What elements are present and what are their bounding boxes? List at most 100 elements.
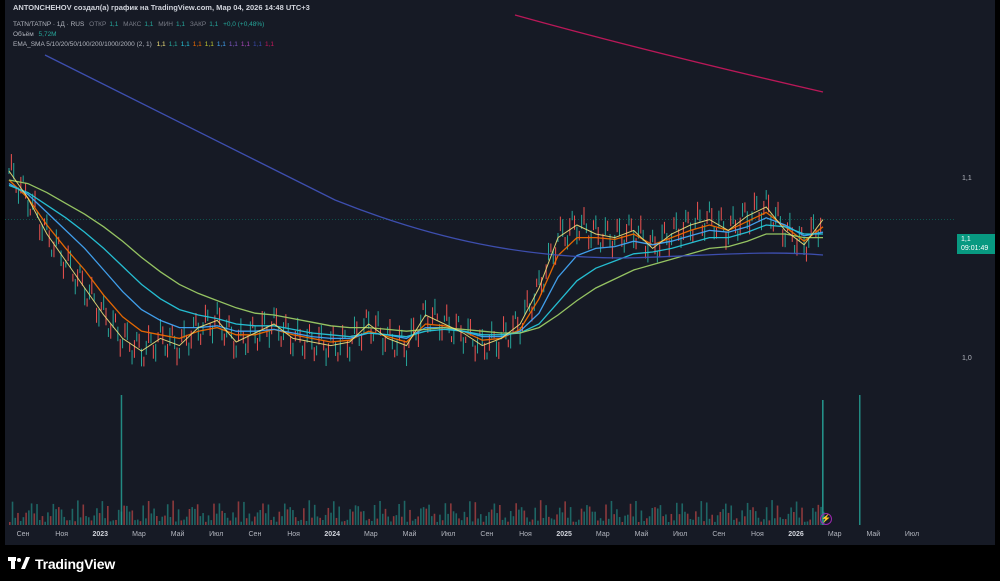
volume-bar: [488, 512, 490, 525]
legend-volume-row: Объём 5,72M: [13, 31, 60, 38]
volume-bar: [776, 505, 779, 525]
volume-bar: [60, 509, 63, 525]
volume-bar: [224, 512, 226, 525]
volume-bar: [479, 514, 482, 525]
ma-line: [8, 183, 824, 340]
volume-bar: [526, 517, 528, 525]
volume-bar: [109, 521, 112, 525]
volume-bar: [134, 520, 136, 525]
volume-bar: [738, 521, 741, 525]
legend-low-value: 1,1: [175, 21, 186, 28]
volume-bar: [352, 511, 354, 525]
lightning-icon[interactable]: ⚡: [820, 513, 832, 525]
volume-bar: [430, 516, 433, 525]
volume-bar: [703, 521, 705, 525]
volume-bar: [537, 520, 539, 525]
volume-bar: [420, 508, 422, 525]
volume-bar: [602, 520, 605, 525]
x-tick-label: Май: [866, 531, 881, 538]
x-tick-label: Ноя: [287, 531, 300, 538]
x-tick-label: Сен: [248, 531, 262, 538]
volume-bar: [515, 503, 517, 525]
volume-bar: [332, 501, 335, 525]
x-tick-label: Сен: [712, 531, 726, 538]
volume-bar: [156, 516, 158, 525]
bar-countdown: 09:01:49: [961, 245, 989, 252]
volume-bar: [36, 504, 38, 525]
volume-bar: [518, 509, 520, 525]
volume-bar: [373, 504, 376, 525]
x-tick-label: Май: [634, 531, 649, 538]
volume-bar: [763, 519, 765, 525]
volume-bar: [297, 521, 300, 525]
volume-bar: [172, 500, 174, 525]
legend-ema-label[interactable]: EMA_SMA 5/10/20/50/100/200/1000/2000 (2,…: [13, 41, 152, 48]
volume-bar: [112, 520, 115, 525]
volume-bar: [349, 509, 351, 525]
volume-bar: [142, 505, 144, 525]
legend-ema-row: EMA_SMA 5/10/20/50/100/200/1000/2000 (2,…: [13, 41, 280, 48]
volume-bar: [686, 513, 689, 525]
volume-bar: [556, 514, 558, 525]
legend-symbol[interactable]: TATN/TATNP · 1Д · RUS: [13, 21, 85, 28]
volume-bar: [232, 512, 234, 525]
volume-bar: [646, 518, 648, 525]
volume-bar: [768, 520, 771, 525]
volume-bar: [422, 507, 425, 525]
tradingview-logo-icon: [8, 557, 30, 571]
volume-bar: [55, 509, 57, 525]
x-tick-label: Июл: [209, 531, 224, 538]
volume-bar: [724, 503, 727, 525]
volume-bar: [673, 520, 675, 525]
volume-bar: [469, 501, 471, 525]
volume-bar: [213, 503, 215, 525]
chart-pane[interactable]: ANTONCHEHOV создал(а) график на TradingV…: [5, 0, 995, 545]
volume-bar: [752, 507, 754, 525]
chart-svg[interactable]: [5, 0, 995, 545]
volume-bar: [185, 516, 188, 525]
volume-bar: [226, 517, 229, 525]
volume-bar: [79, 517, 82, 525]
volume-bar: [150, 513, 153, 525]
x-tick-label: 2023: [92, 531, 109, 538]
volume-bar: [640, 510, 643, 525]
volume-bar: [779, 517, 782, 525]
legend-open-value: 1,1: [109, 21, 119, 28]
volume-bar: [689, 519, 692, 525]
volume-bar: [158, 520, 161, 525]
legend-open-label: ОТКР: [89, 21, 107, 28]
volume-bar: [371, 520, 373, 525]
legend-ema-value: 1,1: [228, 41, 238, 48]
legend-change: +0,0 (+0,48%): [223, 21, 265, 28]
volume-bar: [809, 519, 811, 525]
volume-bar: [648, 516, 651, 525]
volume-bar: [632, 516, 635, 525]
volume-bar: [757, 517, 760, 525]
volume-bar: [139, 521, 142, 525]
volume-bar: [245, 518, 248, 525]
volume-bar: [221, 510, 223, 525]
legend-low-label: МИН: [158, 21, 173, 28]
volume-bar: [47, 512, 49, 525]
legend-ema-value: 1,1: [204, 41, 214, 48]
volume-bar: [180, 520, 183, 525]
legend-volume-label[interactable]: Объём: [13, 31, 34, 38]
volume-bar: [188, 508, 191, 525]
volume-bar: [567, 517, 569, 525]
volume-bar: [229, 520, 232, 525]
volume-bar: [485, 515, 488, 525]
legend-high-label: МАКС: [123, 21, 142, 28]
volume-bar: [44, 521, 46, 525]
volume-bar: [93, 515, 95, 525]
volume-bar: [199, 516, 202, 525]
volume-bar: [760, 521, 762, 525]
volume-bar: [618, 517, 621, 525]
volume-bar: [368, 518, 370, 525]
volume-bar: [471, 521, 474, 525]
volume-bar: [131, 510, 134, 525]
volume-bar: [624, 515, 626, 525]
volume-bar: [594, 511, 596, 525]
volume-bar: [692, 519, 694, 525]
volume-bar: [11, 501, 14, 525]
volume-bar: [237, 501, 240, 525]
